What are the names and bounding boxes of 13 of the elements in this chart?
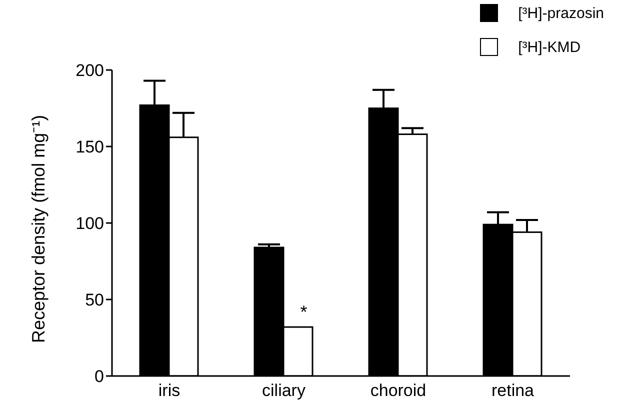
y-tick-label: 200 — [76, 61, 104, 80]
y-axis-title: Receptor density (fmol mg⁻¹) — [28, 114, 48, 343]
annotation: * — [300, 302, 308, 322]
legend-label: [³H]-prazosin — [518, 4, 604, 22]
y-tick-label: 0 — [94, 367, 104, 386]
legend-label: [³H]-KMD — [518, 38, 581, 56]
y-tick-label: 50 — [85, 290, 104, 310]
x-tick-label: iris — [158, 381, 180, 400]
y-tick-label: 100 — [76, 214, 104, 234]
y-tick-label: 150 — [76, 138, 104, 157]
x-tick-label: ciliary — [262, 381, 306, 400]
x-tick-label: retina — [491, 381, 535, 400]
x-tick-label: choroid — [370, 381, 426, 400]
